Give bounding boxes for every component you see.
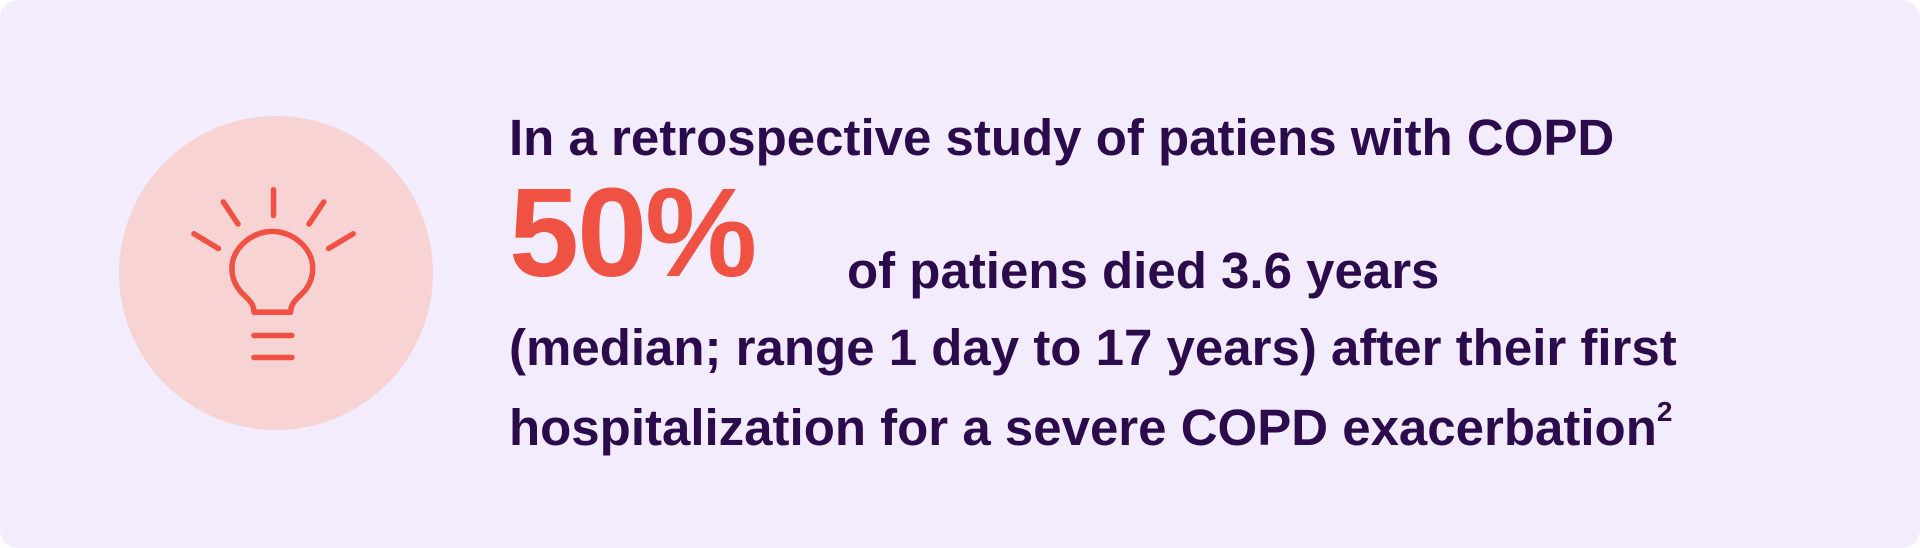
- body-line: hospitalization for a severe COPD exacer…: [509, 396, 1673, 456]
- body-line-text: hospitalization for a severe COPD exacer…: [509, 399, 1657, 456]
- footnote: 2: [1656, 396, 1673, 427]
- stat-text: of patiens died 3.6 years: [847, 242, 1440, 299]
- lightbulb: [191, 186, 356, 361]
- icon-circle: [119, 116, 433, 430]
- stat: 50%: [509, 162, 757, 303]
- body-line: (median; range 1 day to 17 years) after …: [509, 319, 1677, 376]
- icon: [119, 116, 433, 430]
- lead-text: In a retrospective study of patiens with…: [509, 109, 1615, 166]
